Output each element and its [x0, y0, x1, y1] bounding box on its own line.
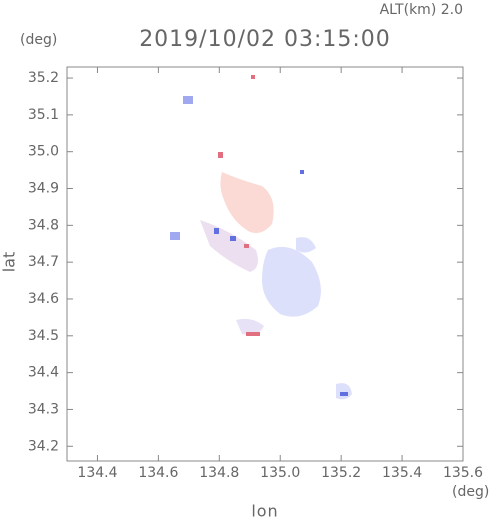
y-tick-label: 34.3	[28, 401, 59, 417]
x-tick-label: 135.4	[382, 465, 422, 481]
speck	[246, 332, 260, 336]
negative-area	[336, 383, 352, 400]
y-tick-label: 35.2	[28, 70, 59, 86]
y-tick-label: 34.7	[28, 254, 59, 270]
subtitle: ALT(km) 2.0	[380, 2, 463, 18]
x-tick-label: 134.4	[77, 465, 117, 481]
y-tick-label: 35.0	[28, 144, 59, 160]
x-axis-label: lon	[251, 502, 278, 521]
y-tick-label: 34.5	[28, 328, 59, 344]
y-tick-label: 34.4	[28, 365, 59, 381]
speck	[170, 232, 180, 240]
y-tick-label: 34.8	[28, 217, 59, 233]
y-tick-label: 34.6	[28, 291, 59, 307]
speck	[218, 152, 223, 158]
chart-title: 2019/10/02 03:15:00	[139, 27, 391, 52]
y-tick-label: 35.1	[28, 107, 59, 123]
speck	[300, 170, 304, 174]
speck	[340, 392, 348, 396]
y-tick-label: 34.9	[28, 181, 59, 197]
mixed-area	[236, 318, 264, 335]
y-unit: (deg)	[20, 32, 57, 48]
x-unit: (deg)	[452, 484, 489, 500]
y-tick-label: 34.2	[28, 438, 59, 454]
x-tick-label: 135.2	[321, 465, 361, 481]
x-tick-label: 134.6	[138, 465, 178, 481]
speck	[214, 228, 219, 234]
speck	[251, 75, 255, 79]
negative-area	[262, 246, 321, 317]
speck	[244, 244, 249, 248]
x-tick-label: 135.0	[260, 465, 300, 481]
plot-frame	[66, 66, 464, 462]
speck	[183, 96, 193, 104]
y-axis-label: lat	[0, 252, 19, 273]
x-tick-label: 134.8	[199, 465, 239, 481]
x-tick-label: 135.6	[443, 465, 483, 481]
speck	[230, 236, 236, 241]
positive-area	[220, 172, 274, 233]
negative-area	[296, 237, 316, 253]
echo-area	[170, 75, 352, 400]
